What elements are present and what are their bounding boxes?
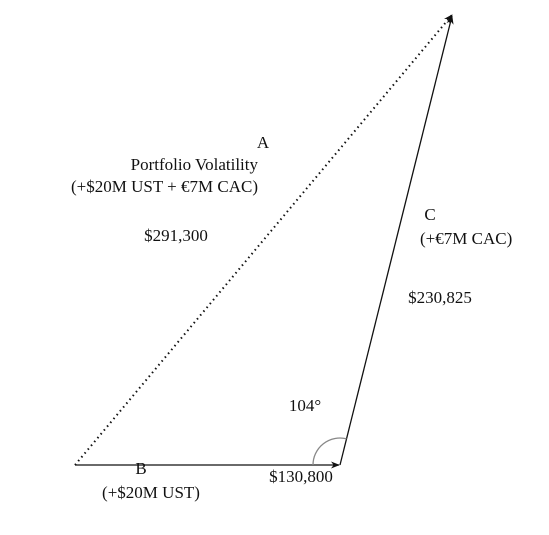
- label-b: B: [135, 459, 146, 478]
- composition-b: (+$20M UST): [102, 483, 200, 502]
- label-c: C: [424, 205, 435, 224]
- vector-c: [339, 15, 454, 466]
- label-a: A: [257, 133, 270, 152]
- composition-a: (+$20M UST + €7M CAC): [71, 177, 258, 196]
- composition-c: (+€7M CAC): [420, 229, 512, 248]
- value-c: $230,825: [408, 288, 472, 307]
- value-b: $130,800: [269, 467, 333, 486]
- vector-a: [74, 14, 453, 466]
- angle-label: 104°: [289, 396, 321, 415]
- title-a: Portfolio Volatility: [131, 155, 259, 174]
- value-a: $291,300: [144, 226, 208, 245]
- angle-arc: [312, 437, 347, 466]
